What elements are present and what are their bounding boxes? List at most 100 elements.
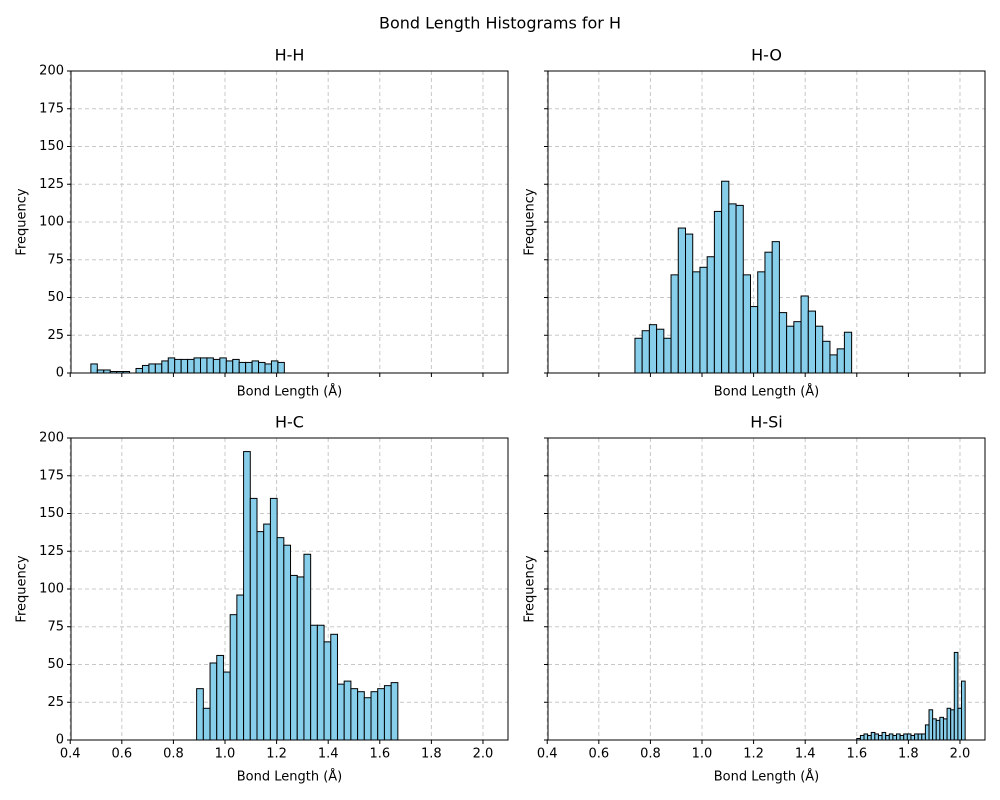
x-tick-label: 1.2 (266, 747, 287, 762)
bar (728, 203, 737, 374)
y-tick-label: 75 (47, 619, 64, 634)
bar (914, 733, 919, 741)
bar (843, 331, 853, 374)
x-axis-label: Bond Length (Å) (237, 384, 343, 400)
x-axis-label: Bond Length (Å) (714, 769, 820, 785)
bar (885, 734, 890, 741)
y-tick-label: 175 (39, 468, 64, 483)
bar (363, 697, 372, 741)
y-tick-label: 0 (56, 366, 64, 381)
bar (917, 733, 923, 741)
bar (921, 733, 926, 741)
bar (950, 709, 955, 741)
x-tick-label: 0.6 (111, 747, 132, 762)
bar (656, 328, 665, 374)
bar (750, 306, 759, 374)
bar (180, 358, 189, 374)
bar (222, 671, 231, 741)
bar (135, 367, 143, 374)
bar (167, 357, 176, 374)
bar (90, 363, 98, 374)
bar (699, 266, 708, 374)
y-tick-label: 100 (39, 215, 64, 230)
bar (316, 624, 325, 741)
bar (859, 734, 865, 741)
bar (800, 295, 809, 374)
bar (290, 574, 298, 741)
bar (270, 360, 279, 374)
bar (874, 733, 879, 741)
bar (932, 718, 937, 741)
bar (836, 348, 845, 374)
bar (251, 360, 260, 374)
x-tick-label: 2.0 (473, 747, 494, 762)
bar (648, 324, 658, 374)
bar (706, 256, 715, 374)
y-tick-label: 75 (47, 252, 64, 267)
bar (296, 576, 305, 741)
bar (174, 358, 182, 374)
bar (323, 641, 332, 741)
bar (867, 734, 872, 741)
bar (357, 691, 365, 741)
bar (742, 274, 752, 374)
y-tick-label: 50 (47, 290, 64, 305)
bar (303, 553, 312, 741)
bar (330, 633, 338, 741)
axes-frame (547, 70, 986, 374)
figure-title: Bond Length Histograms for H (379, 14, 621, 33)
x-tick-label: 1.2 (743, 747, 764, 762)
y-tick-label: 200 (39, 431, 64, 446)
bar (383, 685, 392, 741)
bar (249, 497, 258, 741)
bar (735, 204, 744, 374)
bar (677, 227, 686, 374)
y-tick-label: 150 (39, 139, 64, 154)
bar (863, 733, 869, 741)
bar (910, 734, 916, 741)
bar (815, 325, 824, 374)
bar (903, 733, 908, 741)
x-tick-label: 0.8 (163, 747, 184, 762)
bar (953, 651, 959, 741)
y-tick-label: 25 (47, 328, 64, 343)
bar (892, 734, 898, 741)
axes-frame (547, 437, 986, 741)
bar (269, 497, 278, 741)
bar (187, 358, 195, 374)
bar (390, 682, 399, 741)
bar (245, 361, 253, 374)
bar (238, 361, 247, 374)
axes-frame (70, 70, 509, 374)
bar (370, 691, 379, 741)
x-tick-label: 0.6 (588, 747, 609, 762)
x-tick-label: 1.4 (795, 747, 816, 762)
bar (256, 531, 265, 741)
x-axis-label: Bond Length (Å) (714, 384, 820, 400)
bar (928, 709, 934, 741)
bar (942, 718, 948, 741)
bar (377, 688, 385, 741)
bar (258, 361, 266, 374)
subplot-title: H-C (275, 413, 304, 432)
x-tick-label: 1.6 (846, 747, 867, 762)
bar (924, 724, 930, 741)
bar (822, 340, 831, 374)
bar (196, 688, 204, 741)
x-tick-label: 2.0 (950, 747, 971, 762)
bar (771, 241, 780, 374)
x-tick-label: 1.8 (421, 747, 442, 762)
bar (236, 594, 245, 741)
bar (310, 624, 318, 741)
bar (219, 357, 227, 374)
bar (141, 364, 150, 374)
bar (202, 707, 211, 741)
bar (232, 358, 240, 374)
bar (899, 734, 905, 741)
bar (793, 321, 802, 374)
y-tick-label: 125 (39, 544, 64, 559)
bar (896, 733, 901, 741)
bar (263, 523, 271, 741)
